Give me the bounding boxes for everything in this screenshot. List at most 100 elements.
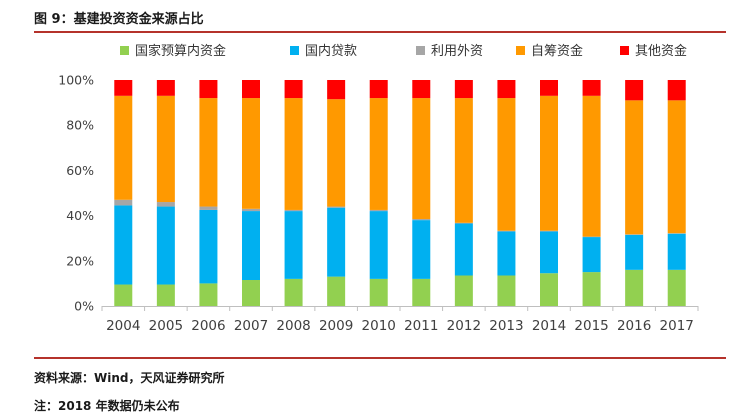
bar-2011-selfraised: [412, 98, 431, 219]
bar-2015-loan: [582, 237, 601, 273]
y-tick-label: 80%: [66, 118, 94, 133]
x-tick-label: 2008: [276, 318, 310, 334]
bar-2011-foreign: [412, 218, 431, 221]
y-tick-label: 40%: [66, 208, 94, 223]
x-tick-label: 2012: [447, 318, 481, 334]
bar-2008-other: [284, 80, 303, 99]
bar-group: [114, 80, 686, 306]
bar-2006-selfraised: [199, 98, 218, 207]
footer-divider: [34, 357, 726, 359]
x-tick-label: 2004: [106, 318, 140, 334]
y-tick-label: 60%: [66, 163, 94, 178]
bar-2014-other: [540, 80, 558, 96]
bar-2010-loan: [369, 211, 388, 279]
bar-2008-budget: [284, 278, 303, 306]
bar-2014-loan: [540, 231, 558, 274]
y-tick-label: 100%: [58, 73, 94, 88]
data-footnote: 注：2018 年数据仍未公布: [34, 399, 180, 413]
bar-2006-loan: [199, 209, 218, 284]
bar-2017-other: [667, 80, 686, 101]
bar-2014-selfraised: [540, 95, 558, 231]
x-tick-label: 2010: [362, 318, 396, 334]
bar-2006-other: [199, 80, 218, 99]
bar-2005-other: [156, 80, 175, 96]
figure-title: 图 9：基建投资资金来源占比: [34, 12, 204, 27]
x-tick-label: 2006: [191, 318, 225, 334]
bar-2017-selfraised: [667, 100, 686, 234]
legend-label-3: 自筹资金: [531, 43, 583, 59]
bar-2005-budget: [156, 284, 175, 306]
bar-2016-loan: [625, 234, 644, 270]
x-tick-label: 2016: [617, 318, 651, 334]
bar-2010-other: [369, 80, 388, 99]
bar-2010-budget: [369, 278, 388, 306]
bar-2005-selfraised: [156, 95, 175, 203]
x-tick-label: 2007: [234, 318, 268, 334]
source-note: 资料来源：Wind，天风证券研究所: [34, 371, 225, 385]
legend-swatch-4: [620, 46, 629, 55]
bar-2014-foreign: [540, 230, 558, 232]
bar-2004-loan: [114, 205, 133, 285]
x-tick-label: 2005: [149, 318, 183, 334]
legend-swatch-1: [290, 46, 299, 55]
bar-2006-budget: [199, 283, 218, 306]
bar-2007-foreign: [242, 208, 260, 212]
x-tick-label: 2009: [319, 318, 353, 334]
bar-2013-selfraised: [497, 98, 516, 231]
bar-2016-selfraised: [625, 100, 644, 235]
bar-2015-selfraised: [582, 95, 601, 237]
bar-2006-foreign: [199, 206, 218, 210]
bar-2009-other: [327, 80, 346, 100]
x-tick-label: 2014: [532, 318, 566, 334]
bar-2007-budget: [242, 280, 260, 306]
x-tick-label: 2017: [660, 318, 694, 334]
y-tick-label: 20%: [66, 253, 94, 268]
bar-2009-foreign: [327, 206, 346, 208]
y-axis: 0% 20% 40% 60% 80% 100%: [58, 73, 94, 314]
bar-2014-budget: [540, 273, 558, 306]
bar-2009-budget: [327, 276, 346, 306]
bar-2007-other: [242, 80, 260, 99]
x-tick-label: 2015: [574, 318, 608, 334]
x-axis: 2004 2005 2006 2007 2008 2009 2010 2011 2012 2013…: [101, 306, 699, 334]
bar-2012-other: [454, 80, 473, 99]
bar-2013-budget: [497, 275, 516, 306]
bar-2015-other: [582, 80, 601, 96]
legend-label-1: 国内贷款: [305, 43, 357, 59]
bar-2016-other: [625, 80, 644, 101]
bar-2011-loan: [412, 220, 431, 279]
bar-2016-budget: [625, 269, 644, 306]
bar-2009-selfraised: [327, 99, 346, 207]
bar-2017-loan: [667, 233, 686, 270]
chart-legend: 国家预算内资金 国内贷款 利用外资 自筹资金 其他资金: [120, 43, 687, 59]
bar-2012-selfraised: [454, 98, 473, 223]
legend-label-0: 国家预算内资金: [135, 43, 226, 59]
bar-2005-loan: [156, 206, 175, 285]
title-divider: [34, 31, 726, 33]
bar-2015-budget: [582, 272, 601, 306]
bar-2007-selfraised: [242, 98, 260, 209]
bar-2013-foreign: [497, 230, 516, 232]
x-tick-label: 2011: [404, 318, 438, 334]
bar-2008-foreign: [284, 209, 303, 212]
bar-2012-foreign: [454, 222, 473, 224]
bar-2013-other: [497, 80, 516, 99]
bar-2007-loan: [242, 211, 260, 281]
stacked-bar-chart: 国家预算内资金 国内贷款 利用外资 自筹资金 其他资金 0% 20% 40% 60% 80% 10…: [58, 43, 699, 334]
legend-swatch-0: [120, 46, 129, 55]
bar-2012-loan: [454, 223, 473, 276]
bar-2008-loan: [284, 211, 303, 279]
bar-2010-foreign: [369, 209, 388, 212]
legend-swatch-3: [516, 46, 525, 55]
bar-2004-foreign: [114, 199, 133, 206]
legend-label-4: 其他资金: [635, 43, 687, 59]
x-tick-label: 2013: [489, 318, 523, 334]
bar-2005-foreign: [156, 202, 175, 207]
bar-2009-loan: [327, 207, 346, 277]
y-tick-label: 0%: [74, 299, 94, 314]
bar-2017-budget: [667, 269, 686, 306]
bar-2004-budget: [114, 284, 133, 306]
bar-2012-budget: [454, 275, 473, 306]
legend-label-2: 利用外资: [431, 44, 483, 59]
bar-2011-budget: [412, 278, 431, 306]
